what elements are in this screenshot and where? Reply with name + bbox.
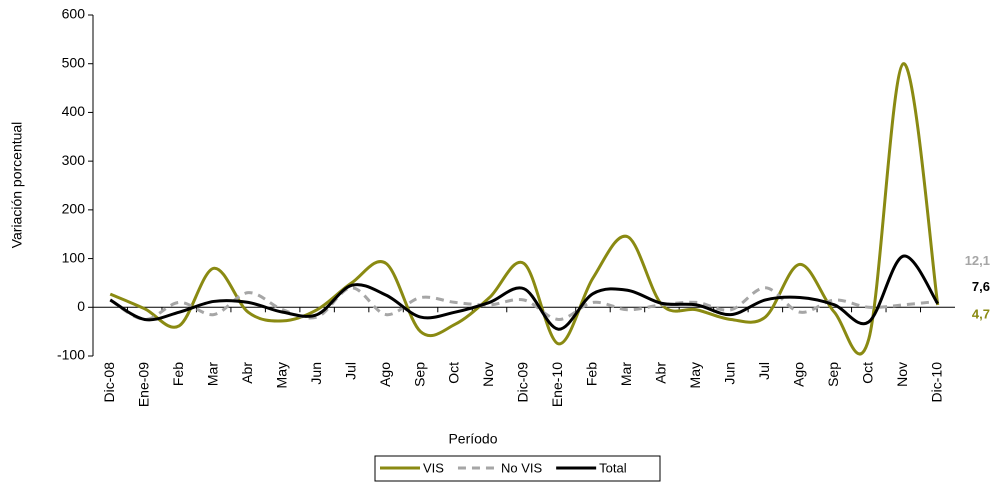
series-line bbox=[109, 254, 940, 331]
x-tick-label: Ago bbox=[377, 362, 393, 387]
x-tick-label: Dic-10 bbox=[928, 362, 944, 403]
x-tick-label: May bbox=[273, 362, 289, 388]
x-tick-label: Feb bbox=[584, 362, 600, 386]
x-tick-label: Ene-10 bbox=[549, 362, 565, 407]
value-label: 4,7 bbox=[972, 306, 990, 321]
x-tick-label: Jun bbox=[308, 362, 324, 385]
x-tick-label: Ago bbox=[791, 362, 807, 387]
y-tick-label: 300 bbox=[62, 152, 86, 168]
y-tick-label: 0 bbox=[77, 298, 85, 314]
value-label: 7,6 bbox=[972, 279, 990, 294]
x-tick-label: Jun bbox=[722, 362, 738, 385]
x-tick-label: Jul bbox=[342, 362, 358, 380]
y-axis-title: Variación porcentual bbox=[9, 122, 25, 249]
y-tick-label: 200 bbox=[62, 201, 86, 217]
value-label: 12,1 bbox=[965, 253, 990, 268]
x-tick-label: Dic-08 bbox=[101, 362, 117, 403]
y-tick-label: 500 bbox=[62, 54, 86, 70]
legend-label: No VIS bbox=[501, 460, 543, 475]
x-tick-label: Ene-09 bbox=[135, 362, 151, 407]
x-tick-label: Jul bbox=[756, 362, 772, 380]
x-tick-label: Oct bbox=[446, 362, 462, 384]
x-tick-label: Abr bbox=[653, 362, 669, 384]
x-tick-label: Nov bbox=[894, 362, 910, 387]
x-tick-label: Mar bbox=[204, 362, 220, 386]
x-tick-label: Oct bbox=[860, 362, 876, 384]
y-tick-label: 400 bbox=[62, 103, 86, 119]
x-tick-label: Feb bbox=[170, 362, 186, 386]
x-tick-label: Sep bbox=[411, 362, 427, 387]
y-tick-label: 100 bbox=[62, 249, 86, 265]
x-axis-title: Período bbox=[448, 431, 497, 447]
x-tick-label: May bbox=[687, 362, 703, 388]
series-line bbox=[109, 286, 938, 321]
x-tick-label: Nov bbox=[480, 362, 496, 387]
y-tick-label: 600 bbox=[62, 6, 86, 22]
series-line bbox=[109, 62, 940, 356]
legend-box bbox=[374, 455, 661, 482]
y-tick-label: -100 bbox=[57, 347, 85, 363]
x-tick-label: Dic-09 bbox=[515, 362, 531, 403]
x-tick-label: Mar bbox=[618, 362, 634, 386]
x-tick-label: Abr bbox=[239, 362, 255, 384]
legend-label: Total bbox=[599, 460, 627, 475]
legend-label: VIS bbox=[423, 460, 444, 475]
x-tick-label: Sep bbox=[825, 362, 841, 387]
